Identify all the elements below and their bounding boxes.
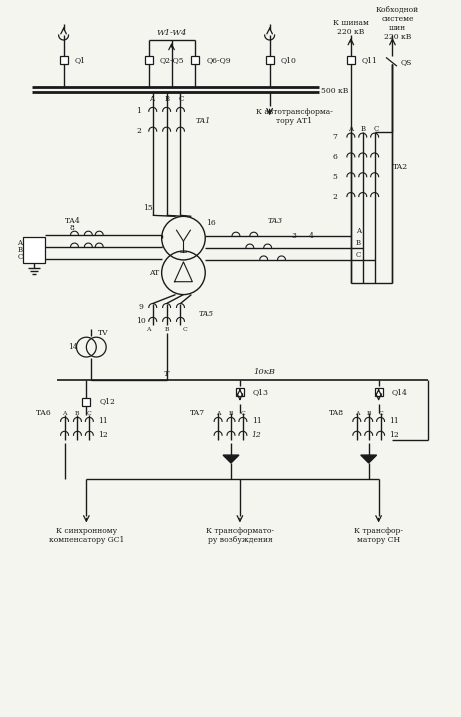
Text: 4: 4: [309, 232, 313, 240]
Bar: [375, 388, 383, 396]
Bar: [23, 237, 45, 263]
Text: C: C: [87, 411, 92, 416]
Text: C: C: [18, 253, 23, 261]
Text: TA3: TA3: [268, 217, 283, 225]
Text: 1: 1: [136, 108, 141, 115]
Text: 10: 10: [136, 318, 146, 326]
Text: C: C: [179, 95, 184, 103]
Text: B: B: [366, 411, 371, 416]
Text: 9: 9: [138, 303, 143, 311]
Text: 12: 12: [390, 431, 399, 440]
Text: 15: 15: [143, 204, 153, 212]
Text: C: C: [241, 411, 245, 416]
Text: TA2: TA2: [392, 163, 408, 171]
Text: A: A: [149, 95, 154, 103]
Text: 10кВ: 10кВ: [254, 368, 276, 376]
Bar: [347, 56, 355, 64]
Text: C: C: [356, 251, 361, 259]
Bar: [145, 56, 153, 64]
Text: Q2-Q5: Q2-Q5: [160, 56, 184, 64]
Text: C: C: [374, 125, 379, 133]
Text: QS: QS: [401, 58, 412, 66]
Text: TA1: TA1: [195, 118, 211, 125]
Text: TV: TV: [98, 329, 108, 337]
Text: К синхронному
компенсатору GC1: К синхронному компенсатору GC1: [49, 527, 124, 544]
Text: ТА6: ТА6: [36, 409, 52, 417]
Text: A: A: [355, 411, 359, 416]
Text: TA8: TA8: [329, 409, 344, 417]
Text: 11: 11: [252, 417, 261, 425]
Text: 2: 2: [332, 193, 337, 201]
Text: A: A: [62, 411, 67, 416]
Bar: [236, 388, 244, 396]
Text: B: B: [356, 239, 361, 247]
Text: B: B: [18, 246, 23, 254]
Polygon shape: [361, 455, 377, 463]
Text: B: B: [75, 411, 80, 416]
Text: 2: 2: [136, 127, 141, 135]
Text: T: T: [164, 370, 169, 378]
Text: К автотрансформа-
тору АТ1: К автотрансформа- тору АТ1: [256, 108, 333, 125]
Bar: [266, 56, 273, 64]
Text: Q13: Q13: [253, 388, 269, 396]
Text: Q6-Q9: Q6-Q9: [206, 56, 231, 64]
Text: ТА4: ТА4: [65, 217, 80, 225]
Text: 12: 12: [98, 431, 108, 440]
Text: Q10: Q10: [281, 56, 296, 64]
Text: К трансфор-
матору СН: К трансфор- матору СН: [354, 527, 403, 544]
Text: 5: 5: [332, 173, 337, 181]
Bar: [83, 398, 90, 406]
Text: Q1: Q1: [75, 56, 85, 64]
Polygon shape: [223, 455, 239, 463]
Text: Q12: Q12: [99, 398, 115, 406]
Text: C: C: [378, 411, 383, 416]
Text: TA5: TA5: [198, 310, 213, 318]
Text: 11: 11: [98, 417, 108, 425]
Text: 14: 14: [69, 343, 78, 351]
Text: Кобходной
системе
шин
220 кВ: Кобходной системе шин 220 кВ: [376, 5, 419, 41]
Text: 3: 3: [291, 232, 296, 240]
Bar: [191, 56, 199, 64]
Text: A: A: [216, 411, 220, 416]
Text: C: C: [183, 327, 188, 332]
Bar: [59, 56, 68, 64]
Text: Q14: Q14: [391, 388, 408, 396]
Text: Q11: Q11: [362, 56, 378, 64]
Text: W1-W4: W1-W4: [156, 29, 187, 37]
Text: A: A: [18, 239, 23, 247]
Text: 16: 16: [207, 219, 216, 227]
Text: A: A: [146, 327, 150, 332]
Text: B: B: [165, 95, 170, 103]
Text: AT: AT: [148, 269, 159, 277]
Text: К шинам
220 кВ: К шинам 220 кВ: [333, 19, 369, 36]
Text: 500 кВ: 500 кВ: [321, 87, 349, 95]
Text: 6: 6: [332, 153, 337, 161]
Text: A: A: [349, 125, 354, 133]
Text: B: B: [165, 327, 169, 332]
Text: 12: 12: [252, 431, 261, 440]
Text: К трансформато-
ру возбуждения: К трансформато- ру возбуждения: [206, 527, 274, 544]
Text: B: B: [229, 411, 233, 416]
Text: 8: 8: [69, 224, 74, 232]
Text: 11: 11: [390, 417, 399, 425]
Text: B: B: [360, 125, 365, 133]
Text: A: A: [356, 227, 361, 235]
Text: 7: 7: [332, 133, 337, 141]
Text: TA7: TA7: [190, 409, 205, 417]
